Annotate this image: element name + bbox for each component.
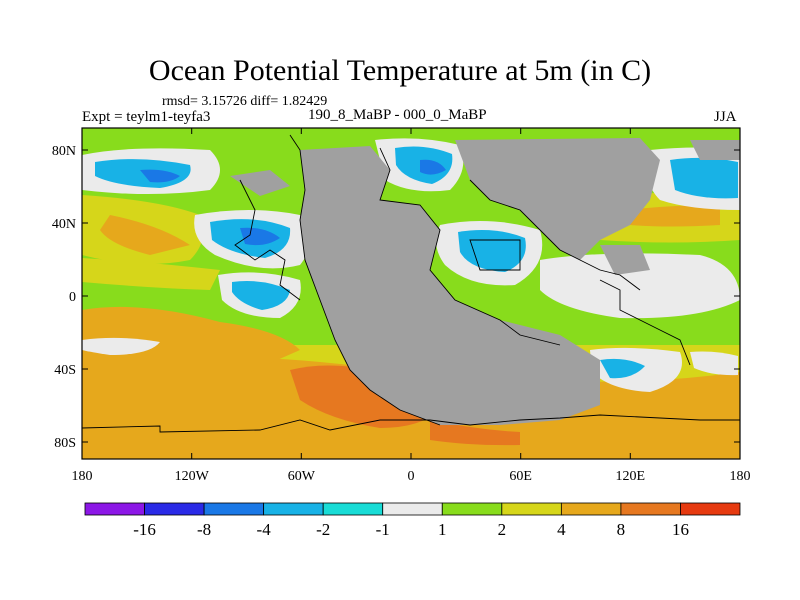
colorbar-label: -4 [257,520,272,539]
anomaly-patch-southeast-cool [600,358,645,379]
lat-tick-label: 80S [54,436,76,451]
north-island-landmass [230,170,290,196]
lon-tick-label: 120W [175,469,210,484]
anomaly-patch-southwest-neutral [82,337,160,355]
laurasia-landmass [455,138,660,260]
experiment-label: Expt = teylm1-teyfa3 [82,109,211,125]
colorbar-swatch [84,502,145,516]
central-coastline [379,147,561,346]
anomaly-patch-ne-orange [625,205,720,227]
season-label: JJA [714,109,737,125]
east-island-landmass [600,245,650,275]
colorbar-label: 2 [498,520,507,539]
map-field [82,128,740,459]
map-title: Ocean Potential Temperature at 5m (in C) [148,54,652,87]
lon-tick-label: 180 [730,469,751,484]
anomaly-patch-nw-orange [100,215,190,255]
anomaly-patch-equator-yellow [82,258,220,290]
longitude-axis: 180 120W 60W 0 60E 120E 180 [72,128,751,484]
lon-tick-label: 60W [288,469,316,484]
anomaly-patch-eastern-neutral [540,253,740,319]
lon-tick-label: 120E [616,469,646,484]
colorbar-swatch [680,502,741,516]
anomaly-patch-warm-south [430,420,520,446]
anomaly-patch-warm-southatlantic [290,365,440,428]
lat-tick-label: 80N [52,144,76,159]
west-coastline [289,134,441,426]
stats-text: rmsd= 3.15726 diff= 1.82429 [162,94,328,109]
lon-tick-label: 0 [408,469,415,484]
colorbar-label: 1 [438,520,447,539]
lon-tick-label: 180 [72,469,93,484]
colorbar-label: -16 [133,520,156,539]
pangaea-landmass [300,146,600,425]
lon-tick-label: 60E [509,469,532,484]
colorbar-label: -1 [376,520,390,539]
colorbar-label: -2 [316,520,330,539]
anomaly-patch-nepac-cold [240,227,280,246]
north-american-coastline [234,179,301,301]
lat-tick-label: 40S [54,363,76,378]
colorbar-swatch [322,502,384,516]
colorbar-swatch [620,502,681,516]
colorbar-label: 8 [617,520,626,539]
anomaly-patch-arctic-cold [420,159,446,175]
anomaly-patch-far-southeast-neutral [690,351,738,376]
anomaly-patch-ne-cool [670,157,738,199]
far-north-landmass [690,140,740,160]
colorbar-label: -8 [197,520,211,539]
colorbar: -16 -8 -4 -2 -1 1 2 4 8 16 [84,502,741,539]
period-label: 190_8_MaBP - 000_0_MaBP [308,107,487,123]
anomaly-patch-eqpac-cool [232,281,290,310]
anomaly-patch-np-cold [140,169,180,183]
southern-coastline [82,414,740,433]
colorbar-label: 16 [672,520,689,539]
colorbar-label: 4 [557,520,566,539]
colorbar-swatch [501,502,562,516]
anomaly-patch-sw-orange [82,306,300,372]
lat-tick-label: 40N [52,217,76,232]
anomaly-patch-tethys-cool [458,230,526,272]
lat-tick-label: 0 [69,290,76,305]
colorbar-swatch [441,502,503,516]
eastern-coastline [599,279,691,366]
latitude-axis: 80N 40N 0 40S 80S [52,144,740,451]
laurasia-coastline [469,179,641,291]
colorbar-swatch [144,502,205,516]
colorbar-swatch [382,502,443,516]
colorbar-swatch [560,502,622,516]
colorbar-swatch [203,502,265,516]
colorbar-swatch [263,502,324,516]
tethys-outline [469,239,521,271]
